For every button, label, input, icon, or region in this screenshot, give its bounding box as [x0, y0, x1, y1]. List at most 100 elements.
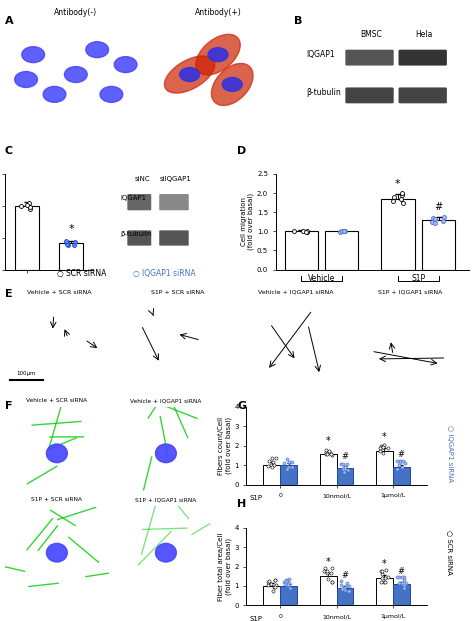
- Bar: [376, 578, 393, 605]
- Point: [302, 227, 310, 237]
- Point: [399, 456, 406, 466]
- Text: silQGAP1: silQGAP1: [160, 176, 192, 182]
- Text: ○ SCR siRNA: ○ SCR siRNA: [447, 530, 453, 575]
- Point: [391, 192, 398, 202]
- Text: F: F: [5, 401, 12, 410]
- Text: E: E: [5, 289, 12, 299]
- Bar: [337, 468, 354, 484]
- Point: [265, 576, 273, 586]
- Point: [346, 581, 353, 591]
- Point: [25, 197, 32, 207]
- Text: Vehicle + IQGAP1 siRNA: Vehicle + IQGAP1 siRNA: [258, 289, 334, 294]
- Point: [269, 456, 276, 466]
- Point: [273, 581, 280, 591]
- Text: Vehicle + SCR siRNA: Vehicle + SCR siRNA: [27, 289, 91, 294]
- Point: [271, 460, 278, 470]
- Point: [281, 577, 288, 587]
- Point: [321, 566, 329, 576]
- Point: [289, 462, 296, 472]
- Point: [286, 583, 294, 593]
- Text: 10nmol/L: 10nmol/L: [322, 614, 351, 619]
- Point: [395, 578, 403, 587]
- Point: [264, 580, 271, 590]
- Point: [398, 573, 406, 582]
- Point: [337, 580, 345, 590]
- Text: S1P + IQGAP1 siRNA: S1P + IQGAP1 siRNA: [135, 497, 197, 502]
- Text: Hela: Hela: [416, 30, 433, 39]
- Point: [71, 237, 78, 247]
- Point: [271, 575, 279, 585]
- Point: [399, 578, 406, 588]
- Point: [379, 442, 387, 452]
- Circle shape: [43, 86, 66, 102]
- Text: *: *: [326, 436, 330, 446]
- Point: [431, 218, 439, 228]
- Point: [377, 443, 384, 453]
- Bar: [319, 455, 337, 484]
- Text: ○ SCR siRNA: ○ SCR siRNA: [57, 270, 106, 278]
- Bar: [337, 588, 354, 605]
- Point: [345, 586, 352, 596]
- Point: [336, 227, 344, 237]
- Point: [283, 455, 291, 465]
- Point: [267, 460, 275, 469]
- Text: #: #: [435, 202, 443, 212]
- Text: Antibody(+): Antibody(+): [195, 8, 241, 17]
- Circle shape: [64, 66, 87, 83]
- Text: 100μm: 100μm: [17, 371, 36, 376]
- Bar: [59, 243, 83, 270]
- Point: [384, 572, 392, 582]
- Point: [440, 212, 448, 222]
- Text: S1P: S1P: [249, 616, 262, 621]
- Circle shape: [46, 444, 67, 463]
- Text: 1μmol/L: 1μmol/L: [380, 494, 405, 499]
- Point: [396, 457, 404, 467]
- Point: [267, 579, 275, 589]
- Point: [328, 568, 335, 578]
- Point: [398, 188, 406, 198]
- Point: [400, 197, 407, 207]
- Point: [376, 446, 384, 456]
- Point: [63, 239, 71, 249]
- Point: [323, 568, 331, 578]
- Circle shape: [100, 86, 123, 102]
- Point: [70, 240, 77, 250]
- Point: [399, 190, 406, 200]
- Bar: [393, 467, 410, 484]
- Point: [378, 442, 386, 452]
- Point: [337, 460, 345, 469]
- Point: [290, 225, 298, 235]
- Point: [62, 237, 70, 247]
- Point: [340, 583, 348, 593]
- Point: [384, 443, 392, 453]
- Point: [328, 577, 336, 587]
- Text: C: C: [5, 146, 13, 156]
- Circle shape: [155, 543, 176, 562]
- Point: [284, 462, 292, 472]
- Text: BMSC: BMSC: [360, 30, 382, 39]
- Point: [64, 240, 71, 250]
- Point: [285, 578, 293, 587]
- Point: [340, 467, 347, 477]
- Text: 1μmol/L: 1μmol/L: [380, 614, 405, 619]
- Ellipse shape: [196, 34, 240, 75]
- Text: #: #: [398, 450, 405, 460]
- Circle shape: [180, 68, 200, 81]
- Circle shape: [22, 47, 45, 63]
- Point: [322, 445, 330, 455]
- Point: [398, 463, 405, 473]
- Point: [283, 575, 291, 585]
- Point: [23, 199, 31, 209]
- Ellipse shape: [164, 56, 215, 93]
- Point: [380, 448, 387, 458]
- Point: [342, 581, 350, 591]
- Point: [285, 462, 293, 472]
- Point: [377, 566, 385, 576]
- Point: [288, 458, 295, 468]
- Point: [321, 563, 329, 573]
- Bar: [284, 231, 318, 270]
- FancyBboxPatch shape: [128, 230, 151, 246]
- Text: Antibody(-): Antibody(-): [55, 8, 97, 17]
- Circle shape: [208, 48, 228, 61]
- Point: [27, 204, 34, 214]
